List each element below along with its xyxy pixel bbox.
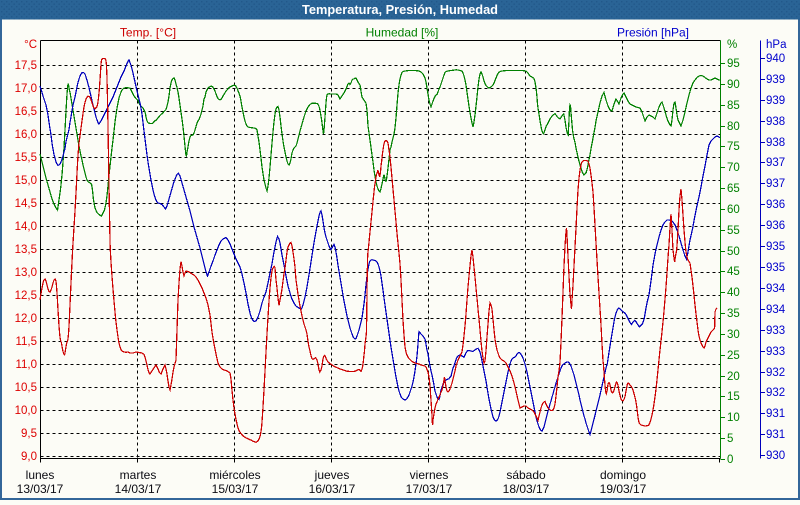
svg-text:10: 10 [727,412,740,424]
svg-text:viernes: viernes [410,468,449,482]
svg-text:939: 939 [766,95,785,107]
svg-text:930: 930 [766,450,785,462]
svg-text:12,5: 12,5 [15,290,37,302]
svg-text:75: 75 [727,141,740,153]
svg-text:45: 45 [727,266,740,278]
svg-text:80: 80 [727,121,740,133]
svg-text:19/03/17: 19/03/17 [600,482,647,496]
svg-text:15,5: 15,5 [15,152,37,164]
svg-text:60: 60 [727,204,740,216]
svg-text:10,5: 10,5 [15,382,37,394]
svg-text:939: 939 [766,74,785,86]
svg-text:17,0: 17,0 [15,83,37,95]
svg-text:935: 935 [766,262,785,274]
svg-text:15: 15 [727,391,740,403]
svg-text:10,0: 10,0 [15,405,37,417]
svg-text:16,0: 16,0 [15,129,37,141]
svg-text:934: 934 [766,304,786,316]
svg-text:17/03/17: 17/03/17 [406,482,453,496]
svg-text:932: 932 [766,367,785,379]
svg-text:11,5: 11,5 [15,336,37,348]
svg-text:9,5: 9,5 [21,428,37,440]
svg-text:16/03/17: 16/03/17 [309,482,356,496]
svg-text:15/03/17: 15/03/17 [212,482,259,496]
svg-text:937: 937 [766,157,785,169]
svg-text:938: 938 [766,116,785,128]
svg-text:martes: martes [120,468,157,482]
svg-text:5: 5 [727,433,733,445]
svg-text:65: 65 [727,183,740,195]
svg-text:30: 30 [727,329,740,341]
svg-text:55: 55 [727,225,740,237]
svg-text:lunes: lunes [26,468,55,482]
svg-text:0: 0 [727,454,733,466]
svg-text:14,5: 14,5 [15,198,37,210]
svg-text:17,5: 17,5 [15,60,37,72]
svg-text:932: 932 [766,387,785,399]
svg-text:jueves: jueves [314,468,350,482]
svg-text:Temp. [°C]: Temp. [°C] [120,26,176,40]
svg-text:50: 50 [727,246,740,258]
svg-text:13,0: 13,0 [15,267,37,279]
svg-text:940: 940 [766,53,785,65]
svg-text:Humedad [%]: Humedad [%] [366,26,439,40]
svg-text:13/03/17: 13/03/17 [17,482,64,496]
svg-text:14/03/17: 14/03/17 [115,482,162,496]
svg-text:938: 938 [766,137,785,149]
svg-text:9,0: 9,0 [21,451,37,463]
svg-text:40: 40 [727,287,740,299]
svg-text:20: 20 [727,371,740,383]
svg-text:11,0: 11,0 [15,359,37,371]
svg-text:85: 85 [727,100,740,112]
svg-text:936: 936 [766,199,785,211]
svg-text:931: 931 [766,429,785,441]
svg-text:934: 934 [766,283,786,295]
svg-text:931: 931 [766,408,785,420]
svg-text:14,0: 14,0 [15,221,37,233]
svg-text:933: 933 [766,346,785,358]
svg-text:Presión [hPa]: Presión [hPa] [617,26,689,40]
svg-text:935: 935 [766,241,785,253]
svg-text:70: 70 [727,162,740,174]
svg-text:°C: °C [24,39,37,51]
svg-text:25: 25 [727,350,740,362]
svg-text:936: 936 [766,220,785,232]
svg-text:%: % [727,39,737,51]
svg-text:90: 90 [727,79,740,91]
svg-text:35: 35 [727,308,740,320]
svg-text:Temperatura, Presión, Humedad: Temperatura, Presión, Humedad [302,2,498,17]
svg-text:sábado: sábado [506,468,546,482]
svg-text:933: 933 [766,325,785,337]
svg-text:95: 95 [727,58,740,70]
svg-text:18/03/17: 18/03/17 [503,482,550,496]
svg-text:16,5: 16,5 [15,106,37,118]
svg-text:miércoles: miércoles [209,468,260,482]
svg-text:12,0: 12,0 [15,313,37,325]
svg-text:15,0: 15,0 [15,175,37,187]
svg-text:hPa: hPa [766,39,787,51]
svg-text:domingo: domingo [600,468,646,482]
svg-text:13,5: 13,5 [15,244,37,256]
svg-text:937: 937 [766,178,785,190]
